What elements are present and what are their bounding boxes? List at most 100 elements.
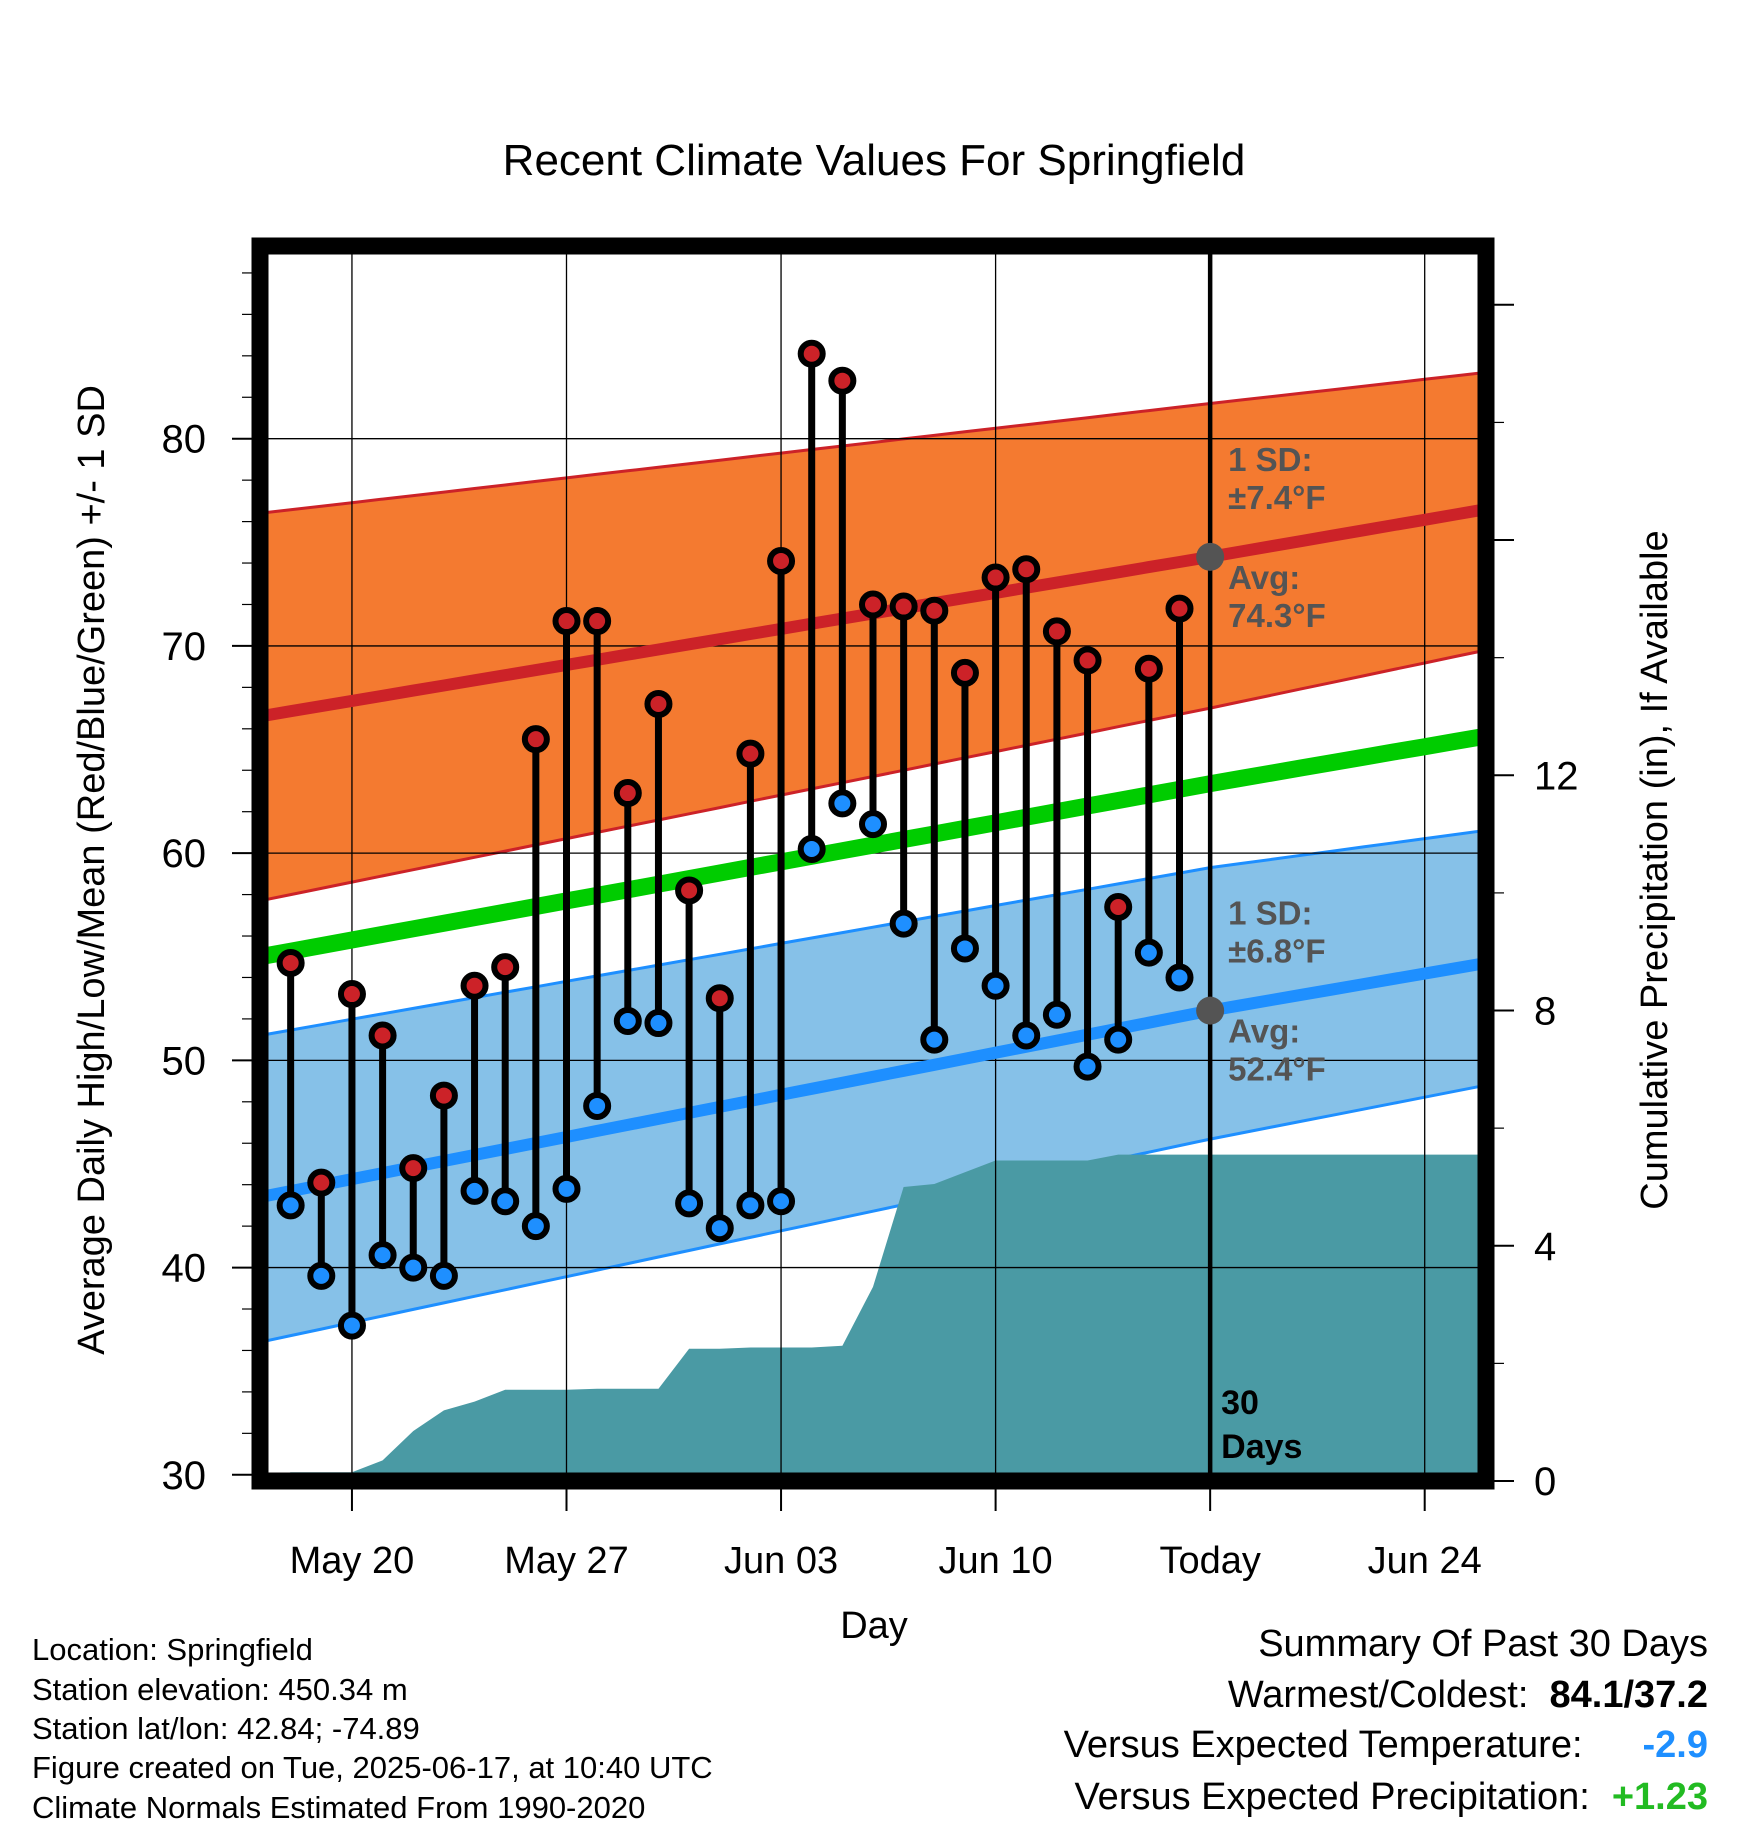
daily-high-point <box>399 1154 428 1183</box>
today-low-normal-marker <box>1196 996 1225 1025</box>
y-axis-label: Average Daily High/Low/Mean (Red/Blue/Gr… <box>71 385 113 1355</box>
daily-low-point <box>429 1261 458 1290</box>
footer-location: Location: Springfield <box>32 1632 313 1667</box>
daily-low-point <box>552 1174 581 1203</box>
low-sd-value: ±6.8°F <box>1228 933 1325 970</box>
summary-temp: Versus Expected Temperature: -2.9 <box>1064 1724 1708 1767</box>
daily-low-point <box>399 1253 428 1282</box>
mean-normal-line <box>258 727 1488 966</box>
low-band-lower-edge <box>259 1083 1487 1344</box>
low-avg-label: Avg: <box>1228 1013 1300 1050</box>
daily-low-point <box>521 1212 550 1241</box>
daily-high-point <box>583 607 612 636</box>
daily-high-point <box>552 607 581 636</box>
daily-low-point <box>276 1191 305 1220</box>
high-sd-value: ±7.4°F <box>1228 479 1325 516</box>
y2-tick-label: 0 <box>1534 1460 1556 1504</box>
daily-high-point <box>981 563 1010 592</box>
summary-precip-label: Versus Expected Precipitation: <box>1074 1776 1590 1818</box>
daily-low-point <box>307 1261 336 1290</box>
daily-high-point <box>1073 646 1102 675</box>
daily-low-point <box>1165 963 1194 992</box>
plot-frame <box>251 237 1495 1490</box>
summary-warm-cold-label: Warmest/Coldest: <box>1227 1674 1529 1716</box>
days-count-label: 30 <box>1221 1384 1259 1422</box>
today-high-normal-marker <box>1196 542 1225 571</box>
x-tick-label: May 20 <box>290 1540 415 1582</box>
y-tick-label: 30 <box>162 1454 207 1498</box>
daily-low-point <box>920 1025 949 1054</box>
daily-high-point <box>767 546 796 575</box>
y2-axis-label: Cumulative Precipitation (in), If Availa… <box>1634 530 1676 1209</box>
daily-high-point <box>1012 555 1041 584</box>
y-tick-label: 60 <box>162 832 207 876</box>
daily-high-point <box>920 596 949 625</box>
daily-low-point <box>736 1191 765 1220</box>
daily-high-point <box>1134 654 1163 683</box>
daily-low-point <box>767 1187 796 1216</box>
daily-high-point <box>613 779 642 808</box>
daily-low-point <box>828 789 857 818</box>
low-avg-value: 52.4°F <box>1228 1051 1326 1088</box>
y-tick-label: 80 <box>162 418 207 462</box>
daily-low-point <box>705 1214 734 1243</box>
daily-low-point <box>491 1187 520 1216</box>
daily-low-point <box>889 909 918 938</box>
daily-high-point <box>368 1021 397 1050</box>
summary-precip: Versus Expected Precipitation: +1.23 <box>1074 1776 1708 1819</box>
daily-high-point <box>736 739 765 768</box>
low-normal-line <box>258 957 1488 1203</box>
x-tick-label: Today <box>1159 1540 1260 1582</box>
daily-low-point <box>981 971 1010 1000</box>
low-band-upper-edge <box>259 828 1487 1037</box>
daily-low-point <box>950 934 979 963</box>
y2-tick-label: 8 <box>1534 990 1556 1034</box>
daily-high-point <box>644 689 673 718</box>
daily-high-point <box>307 1168 336 1197</box>
days-unit-label: Days <box>1221 1428 1302 1466</box>
daily-high-point <box>797 339 826 368</box>
daily-low-point <box>859 810 887 839</box>
summary-title: Summary Of Past 30 Days <box>1258 1623 1708 1665</box>
daily-low-point <box>1042 1000 1071 1029</box>
y-tick-label: 70 <box>162 625 207 669</box>
daily-high-point <box>950 658 979 687</box>
daily-low-point <box>1073 1052 1102 1081</box>
x-tick-label: Jun 24 <box>1368 1540 1482 1582</box>
daily-high-point <box>521 725 550 754</box>
daily-high-point <box>337 980 366 1009</box>
high-avg-value: 74.3°F <box>1228 597 1326 634</box>
y2-tick-label: 4 <box>1534 1225 1556 1269</box>
daily-low-point <box>797 834 826 863</box>
daily-low-point <box>644 1009 673 1038</box>
summary-precip-value: +1.23 <box>1611 1776 1708 1818</box>
daily-high-point <box>1042 617 1071 646</box>
daily-high-point <box>859 590 887 619</box>
daily-low-point <box>368 1241 397 1270</box>
high-band-upper-edge <box>259 370 1487 515</box>
footer-normals: Climate Normals Estimated From 1990-2020 <box>32 1790 646 1825</box>
summary-temp-label: Versus Expected Temperature: <box>1063 1724 1583 1766</box>
daily-low-point <box>613 1006 642 1035</box>
daily-high-point <box>705 984 734 1013</box>
summary-temp-value: -2.9 <box>1642 1724 1708 1766</box>
footer-elevation: Station elevation: 450.34 m <box>32 1672 408 1707</box>
high-avg-label: Avg: <box>1228 559 1300 596</box>
daily-high-point <box>429 1081 458 1110</box>
high-sd-label: 1 SD: <box>1228 441 1312 478</box>
footer-latlon: Station lat/lon: 42.84; -74.89 <box>32 1711 420 1746</box>
footer-created: Figure created on Tue, 2025-06-17, at 10… <box>32 1750 713 1785</box>
daily-high-point <box>1165 594 1194 623</box>
y2-tick-label: 12 <box>1534 754 1579 798</box>
x-tick-label: Jun 10 <box>939 1540 1053 1582</box>
daily-high-point <box>460 971 489 1000</box>
y-tick-label: 40 <box>162 1247 207 1291</box>
daily-high-point <box>1104 893 1133 922</box>
chart-title: Recent Climate Values For Springfield <box>503 136 1246 185</box>
low-sd-label: 1 SD: <box>1228 895 1312 932</box>
daily-high-point <box>491 953 520 982</box>
daily-low-point <box>1134 938 1163 967</box>
x-tick-label: May 27 <box>504 1540 629 1582</box>
y-tick-label: 50 <box>162 1039 207 1083</box>
